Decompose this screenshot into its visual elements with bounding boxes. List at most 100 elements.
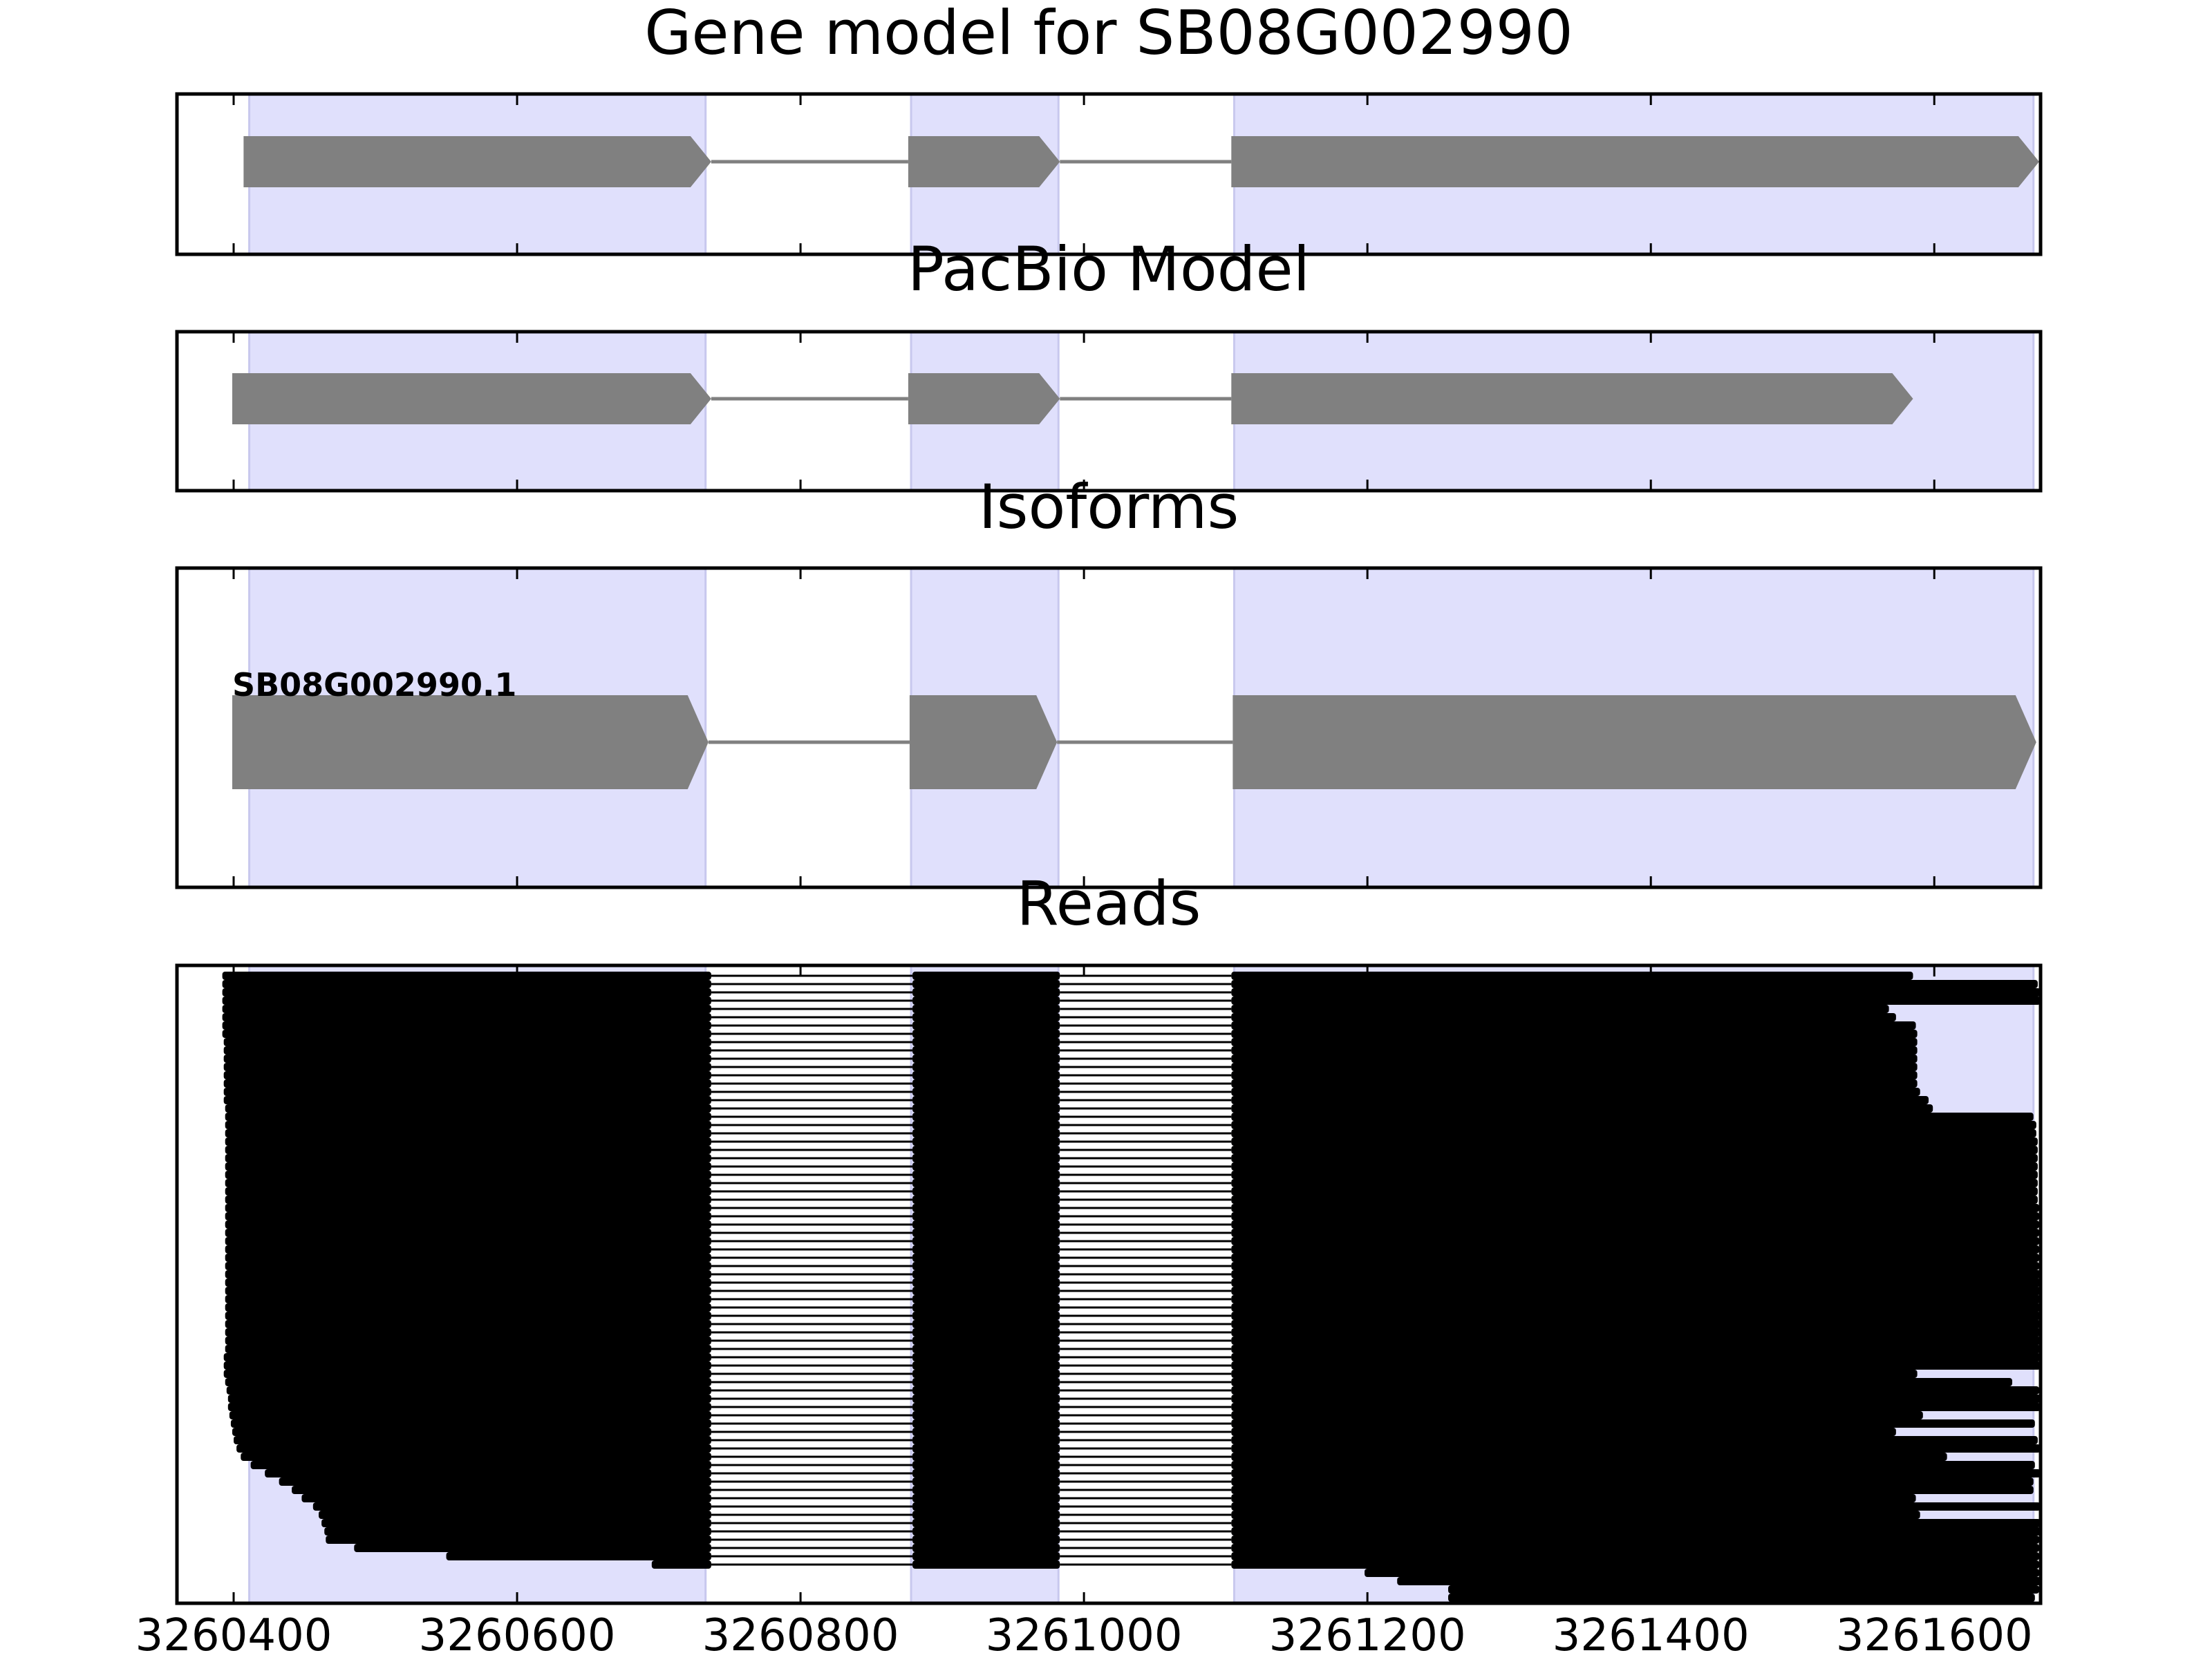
read-block — [1231, 1320, 2041, 1328]
read-block — [1231, 1113, 2034, 1121]
read-block — [912, 1519, 1060, 1527]
x-tick-label: 3260600 — [419, 1610, 616, 1659]
exon-block — [1232, 695, 2036, 789]
read-block — [912, 1511, 1060, 1519]
read-block — [912, 1560, 1060, 1569]
read-block — [912, 972, 1060, 980]
read-block — [227, 1395, 711, 1403]
read-block — [1231, 1303, 2041, 1312]
read-block — [1231, 1154, 2038, 1162]
read-block — [912, 1552, 1060, 1560]
read-block — [912, 1337, 1060, 1345]
read-block — [1231, 1005, 1889, 1013]
read-block — [1231, 1204, 2039, 1212]
read-block — [223, 1063, 711, 1071]
read-block — [912, 1345, 1060, 1353]
read-block — [222, 980, 711, 988]
read-block — [1231, 1560, 2039, 1569]
read-block — [225, 1220, 711, 1229]
read-block — [912, 1113, 1060, 1121]
read-block — [223, 1353, 711, 1361]
read-block — [1231, 1096, 1929, 1104]
read-block — [234, 1436, 711, 1444]
read-block — [912, 1137, 1060, 1146]
read-block — [1231, 988, 2041, 997]
read-block — [222, 1013, 711, 1021]
reads-title: Reads — [1017, 868, 1201, 939]
read-block — [225, 1278, 711, 1287]
read-block — [912, 1079, 1060, 1088]
read-block — [1231, 1337, 2041, 1345]
read-block — [912, 1536, 1060, 1544]
read-block — [912, 1038, 1060, 1046]
read-block — [912, 1055, 1060, 1063]
read-block — [912, 1171, 1060, 1179]
read-block — [912, 1428, 1060, 1436]
read-block — [1365, 1569, 2039, 1577]
read-block — [912, 1104, 1060, 1113]
read-block — [225, 1320, 711, 1328]
reads-panel: Reads — [175, 868, 2043, 1605]
read-block — [1231, 1137, 2038, 1146]
exon-block — [1231, 373, 1913, 424]
read-block — [223, 1361, 711, 1370]
exon-block — [908, 136, 1060, 187]
reads-group — [222, 972, 2041, 1602]
read-block — [279, 1477, 711, 1486]
read-block — [912, 1303, 1060, 1312]
read-block — [225, 1378, 711, 1386]
read-block — [912, 1154, 1060, 1162]
read-block — [222, 988, 711, 997]
read-block — [912, 1245, 1060, 1254]
read-block — [1231, 1270, 2041, 1278]
read-block — [222, 1030, 711, 1038]
read-block — [223, 1071, 711, 1079]
read-block — [1231, 980, 2038, 988]
read-block — [1231, 1295, 2041, 1303]
read-block — [1231, 1254, 2039, 1262]
read-block — [225, 1312, 711, 1320]
read-block — [912, 1444, 1060, 1453]
read-block — [223, 1055, 711, 1063]
read-block — [1231, 1071, 1918, 1079]
read-block — [265, 1469, 711, 1477]
read-block — [225, 1121, 711, 1129]
read-block — [225, 1113, 711, 1121]
panel-frame — [175, 566, 2043, 889]
read-block — [912, 1121, 1060, 1129]
read-block — [312, 1502, 711, 1511]
read-block — [912, 1361, 1060, 1370]
read-block — [222, 1005, 711, 1013]
read-block — [1448, 1594, 2035, 1602]
read-block — [912, 1477, 1060, 1486]
read-block — [912, 1262, 1060, 1270]
read-block — [232, 1428, 711, 1436]
read-block — [1231, 1461, 2035, 1469]
read-block — [1231, 1411, 1923, 1419]
read-block — [225, 1171, 711, 1179]
read-block — [1231, 1436, 2038, 1444]
panel-frame — [175, 963, 2043, 1605]
read-block — [326, 1536, 711, 1544]
read-block — [1231, 1370, 1918, 1378]
read-block — [912, 1353, 1060, 1361]
read-block — [225, 1162, 711, 1171]
read-block — [250, 1461, 711, 1469]
read-block — [912, 1436, 1060, 1444]
read-block — [222, 997, 711, 1005]
isoform-label: SB08G002990.1 — [232, 666, 516, 703]
read-block — [225, 1303, 711, 1312]
read-block — [1231, 1038, 1918, 1046]
read-block — [912, 1179, 1060, 1187]
read-block — [354, 1544, 711, 1552]
pacbio-model-panel: PacBio Model — [175, 234, 2043, 493]
read-block — [912, 1395, 1060, 1403]
read-block — [912, 1378, 1060, 1386]
read-block — [912, 1419, 1060, 1428]
read-block — [912, 1237, 1060, 1245]
read-block — [912, 1196, 1060, 1204]
read-block — [222, 1021, 711, 1030]
read-block — [1231, 1453, 1947, 1461]
read-block — [912, 1220, 1060, 1229]
read-block — [223, 1038, 711, 1046]
